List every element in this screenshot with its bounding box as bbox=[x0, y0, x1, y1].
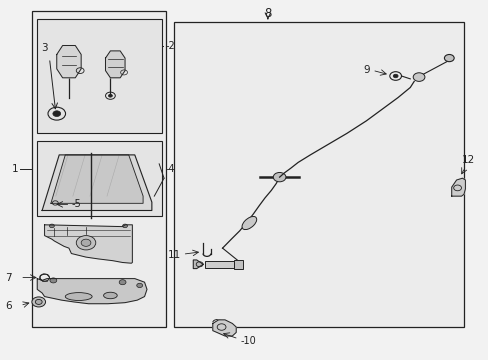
Text: -4: -4 bbox=[164, 164, 174, 174]
Circle shape bbox=[35, 300, 42, 305]
Bar bbox=[37, 19, 161, 134]
Text: -10: -10 bbox=[240, 336, 256, 346]
Polygon shape bbox=[212, 320, 236, 336]
Text: 3: 3 bbox=[41, 43, 48, 53]
Text: 1: 1 bbox=[12, 164, 19, 174]
Ellipse shape bbox=[103, 292, 117, 299]
Circle shape bbox=[444, 54, 453, 62]
Ellipse shape bbox=[65, 293, 92, 301]
Text: -2: -2 bbox=[164, 41, 174, 50]
Polygon shape bbox=[44, 225, 132, 263]
Text: 12: 12 bbox=[461, 155, 474, 165]
Text: 6: 6 bbox=[5, 301, 12, 311]
Bar bbox=[173, 22, 463, 327]
Text: 11: 11 bbox=[167, 249, 181, 260]
Polygon shape bbox=[105, 51, 125, 78]
Bar bbox=[233, 260, 242, 269]
Circle shape bbox=[76, 235, 96, 250]
Bar bbox=[32, 12, 166, 327]
Polygon shape bbox=[51, 155, 143, 203]
Circle shape bbox=[108, 94, 112, 97]
Circle shape bbox=[137, 283, 142, 288]
Circle shape bbox=[412, 73, 424, 81]
Bar bbox=[37, 140, 161, 216]
Circle shape bbox=[49, 224, 54, 228]
Polygon shape bbox=[193, 260, 203, 269]
Polygon shape bbox=[451, 178, 465, 196]
Circle shape bbox=[119, 280, 126, 285]
Circle shape bbox=[392, 74, 397, 78]
Polygon shape bbox=[37, 279, 147, 304]
Polygon shape bbox=[57, 45, 81, 78]
Polygon shape bbox=[42, 155, 152, 211]
Circle shape bbox=[53, 111, 61, 117]
Ellipse shape bbox=[242, 216, 256, 230]
Circle shape bbox=[122, 224, 127, 228]
Text: -5: -5 bbox=[71, 199, 81, 210]
Bar bbox=[205, 261, 233, 268]
Circle shape bbox=[32, 297, 45, 307]
Bar bbox=[52, 200, 65, 206]
Circle shape bbox=[81, 239, 91, 246]
Text: 8: 8 bbox=[264, 7, 271, 20]
Text: 9: 9 bbox=[363, 64, 369, 75]
Circle shape bbox=[50, 278, 57, 283]
Text: 7: 7 bbox=[5, 273, 12, 283]
Circle shape bbox=[273, 172, 285, 182]
